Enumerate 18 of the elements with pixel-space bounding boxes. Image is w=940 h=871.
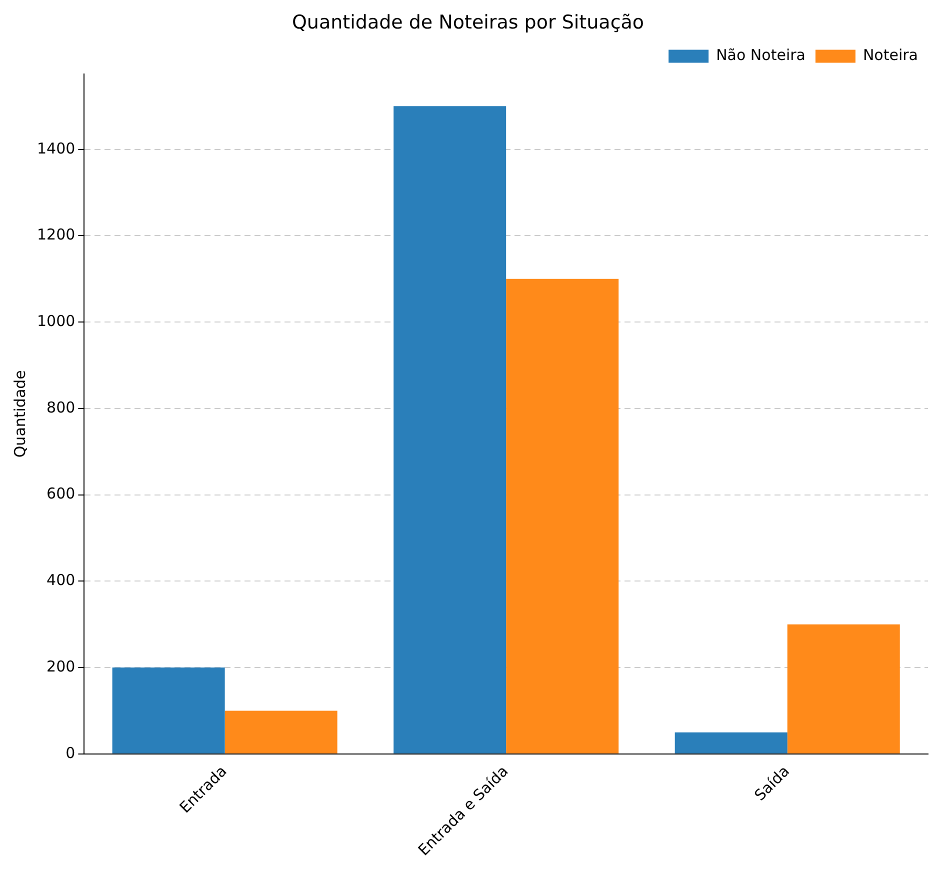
y-tick-label: 1000 [36, 312, 76, 330]
legend-label: Noteira [862, 46, 918, 64]
y-tick-label: 400 [46, 571, 76, 590]
y-axis-title: Quantidade [10, 370, 29, 458]
y-tick-label: 200 [46, 657, 76, 676]
bar [506, 278, 619, 754]
bar [224, 710, 338, 754]
y-tick-label: 1200 [36, 226, 76, 244]
bar [787, 624, 900, 754]
chart-title: Quantidade de Noteiras por Situação [292, 11, 644, 34]
y-tick-label: 1400 [36, 139, 76, 158]
legend-label: Não Noteira [716, 46, 806, 64]
bar [112, 668, 225, 754]
y-tick-label: 800 [46, 398, 76, 416]
y-tick-label: 600 [46, 484, 76, 503]
bar [674, 732, 788, 754]
y-tick-label: 0 [66, 744, 76, 762]
bar [394, 106, 506, 754]
